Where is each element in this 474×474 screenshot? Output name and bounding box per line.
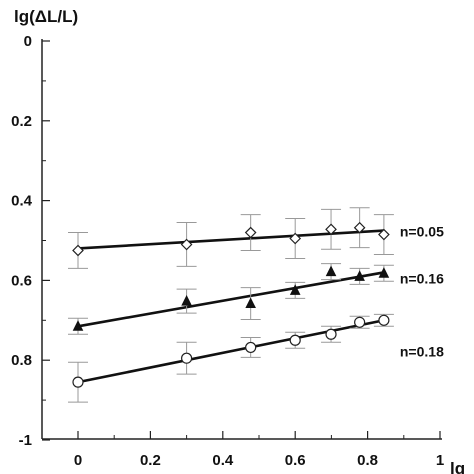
plot-area: n=0.05 n=0.16 n=0.18 (68, 207, 444, 403)
data-point (181, 352, 193, 364)
data-point (353, 221, 366, 234)
series-annotation: n=0.16 (400, 270, 444, 286)
data-point (244, 226, 257, 239)
data-point (181, 295, 192, 306)
data-point (325, 328, 337, 340)
y-tick-label: 0.4 (11, 193, 33, 210)
y-axis-label: lg(ΔL/L) (14, 7, 78, 26)
series-annotation: n=0.05 (400, 224, 444, 240)
x-tick-label: 1 (436, 452, 444, 469)
x-tick-label: 0 (74, 452, 82, 469)
data-point (354, 316, 366, 328)
data-point (325, 265, 337, 277)
data-point (180, 238, 193, 251)
series-triangle: n=0.16 (68, 263, 444, 335)
x-tick-label: 0.2 (140, 452, 161, 469)
data-point (72, 320, 84, 331)
x-tick-label: 0.6 (285, 452, 306, 469)
series-annotation: n=0.18 (400, 343, 444, 359)
data-point (325, 223, 337, 236)
series-diamond: n=0.05 (68, 207, 444, 269)
y-tick-label: 0.6 (11, 272, 32, 289)
data-point (378, 314, 390, 326)
data-point (72, 376, 84, 388)
x-tick-label: 0.8 (357, 452, 378, 469)
axes: 0 0.2 0.4 0.6 0.8 -1 0 0.2 0.4 0.6 0.8 1 (11, 33, 444, 469)
data-point (245, 341, 257, 354)
data-point (354, 270, 365, 281)
series-circle: n=0.18 (68, 313, 444, 403)
x-axis-label: lg (450, 459, 465, 474)
y-tick-label: 0.2 (11, 113, 32, 130)
y-tick-label: -1 (19, 432, 32, 449)
data-point (378, 228, 390, 241)
data-point (245, 297, 256, 309)
data-point (378, 267, 390, 278)
fit-line (77, 271, 385, 328)
data-point (289, 284, 301, 295)
y-tick-label: 0 (24, 33, 32, 50)
data-point (289, 334, 301, 346)
fit-line (77, 319, 385, 384)
fit-line (77, 229, 384, 250)
data-point (289, 232, 302, 245)
x-tick-label: 0.4 (212, 452, 234, 469)
data-point (72, 244, 84, 257)
y-tick-label: 0.8 (11, 352, 32, 369)
